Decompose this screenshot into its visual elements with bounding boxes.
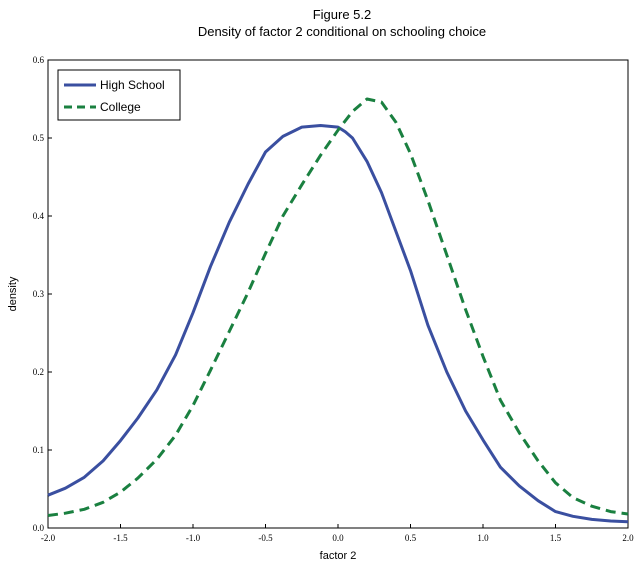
legend-label-college: College — [100, 100, 141, 114]
legend-box — [57, 69, 181, 121]
y-tick-label: 0.4 — [33, 211, 45, 221]
y-tick-label: 0.2 — [33, 367, 44, 377]
x-tick-label: -1.5 — [113, 533, 128, 543]
x-tick-label: -1.0 — [186, 533, 201, 543]
x-tick-label: 0.0 — [332, 533, 344, 543]
x-tick-label: 1.5 — [550, 533, 562, 543]
chart-title: Figure 5.2 — [313, 7, 372, 22]
series-layer — [47, 97, 629, 524]
x-axis: -2.0 -1.5 -1.0 -0.5 0.0 0.5 1.0 1.5 2.0 — [41, 524, 634, 543]
y-tick-label: 0.5 — [33, 133, 45, 143]
y-axis-label: density — [7, 276, 19, 311]
x-tick-label: 1.0 — [477, 533, 489, 543]
x-axis-label: factor 2 — [320, 550, 357, 562]
y-tick-label: 0.6 — [33, 55, 45, 65]
y-axis: 0.0 0.1 0.2 0.3 0.4 0.5 0.6 — [33, 55, 52, 533]
legend: High School College — [57, 69, 181, 121]
series-line-high-school — [47, 124, 629, 524]
x-tick-label: 2.0 — [622, 533, 634, 543]
legend-label-high-school: High School — [100, 78, 165, 92]
series-line-college — [47, 97, 629, 517]
chart-subtitle: Density of factor 2 conditional on schoo… — [198, 24, 486, 39]
x-tick-label: 0.5 — [405, 533, 417, 543]
y-tick-label: 0.0 — [33, 523, 45, 533]
y-tick-label: 0.3 — [33, 289, 45, 299]
y-tick-label: 0.1 — [33, 445, 44, 455]
x-tick-label: -2.0 — [41, 533, 56, 543]
x-tick-label: -0.5 — [258, 533, 273, 543]
